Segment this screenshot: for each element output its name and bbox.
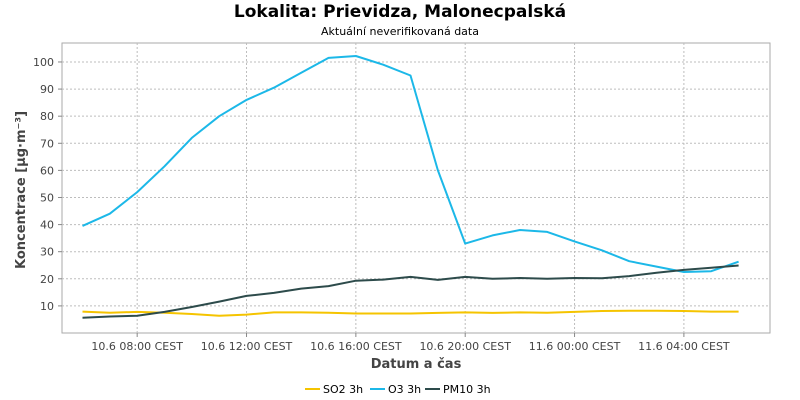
y-tick-label: 20	[40, 273, 54, 286]
x-tick-label: 11.6 04:00 CEST	[638, 340, 730, 353]
series-line-o3-3h	[82, 55, 739, 273]
x-tick-label: 10.6 12:00 CEST	[201, 340, 293, 353]
y-tick-label: 70	[40, 137, 54, 150]
x-axis-label: Datum a čas	[371, 357, 462, 372]
legend-item: O3 3h	[370, 383, 421, 396]
series-line-pm10-3h	[82, 264, 739, 319]
legend: SO2 3h O3 3h PM10 3h	[305, 383, 491, 396]
plot-area: 10 20 30 40 50 60 70 80 90 100 10.6 08:00 CEST 10.6…	[33, 42, 771, 353]
y-tick-label: 30	[40, 246, 54, 259]
x-tick-label: 11.6 00:00 CEST	[529, 340, 621, 353]
y-tick-label: 40	[40, 219, 54, 232]
series-line-so2-3h	[82, 309, 739, 317]
y-tick-label: 100	[33, 56, 54, 69]
y-axis-label: Koncentrace [µg·m⁻³]	[14, 111, 29, 269]
y-tick-label: 10	[40, 300, 54, 313]
x-tick-label: 10.6 16:00 CEST	[310, 340, 402, 353]
y-tick-label: 50	[40, 191, 54, 204]
chart-subtitle: Aktuální neverifikovaná data	[321, 25, 479, 38]
legend-label: SO2 3h	[323, 383, 363, 396]
legend-item: SO2 3h	[305, 383, 363, 396]
y-tick-label: 80	[40, 110, 54, 123]
legend-label: PM10 3h	[443, 383, 491, 396]
y-tick-label: 90	[40, 83, 54, 96]
legend-item: PM10 3h	[425, 383, 491, 396]
plot-background	[61, 42, 771, 334]
x-tick-label: 10.6 20:00 CEST	[419, 340, 511, 353]
chart-title: Lokalita: Prievidza, Malonecpalská	[234, 2, 566, 22]
y-tick-label: 60	[40, 164, 54, 177]
x-tick-label: 10.6 08:00 CEST	[91, 340, 183, 353]
legend-label: O3 3h	[388, 383, 421, 396]
